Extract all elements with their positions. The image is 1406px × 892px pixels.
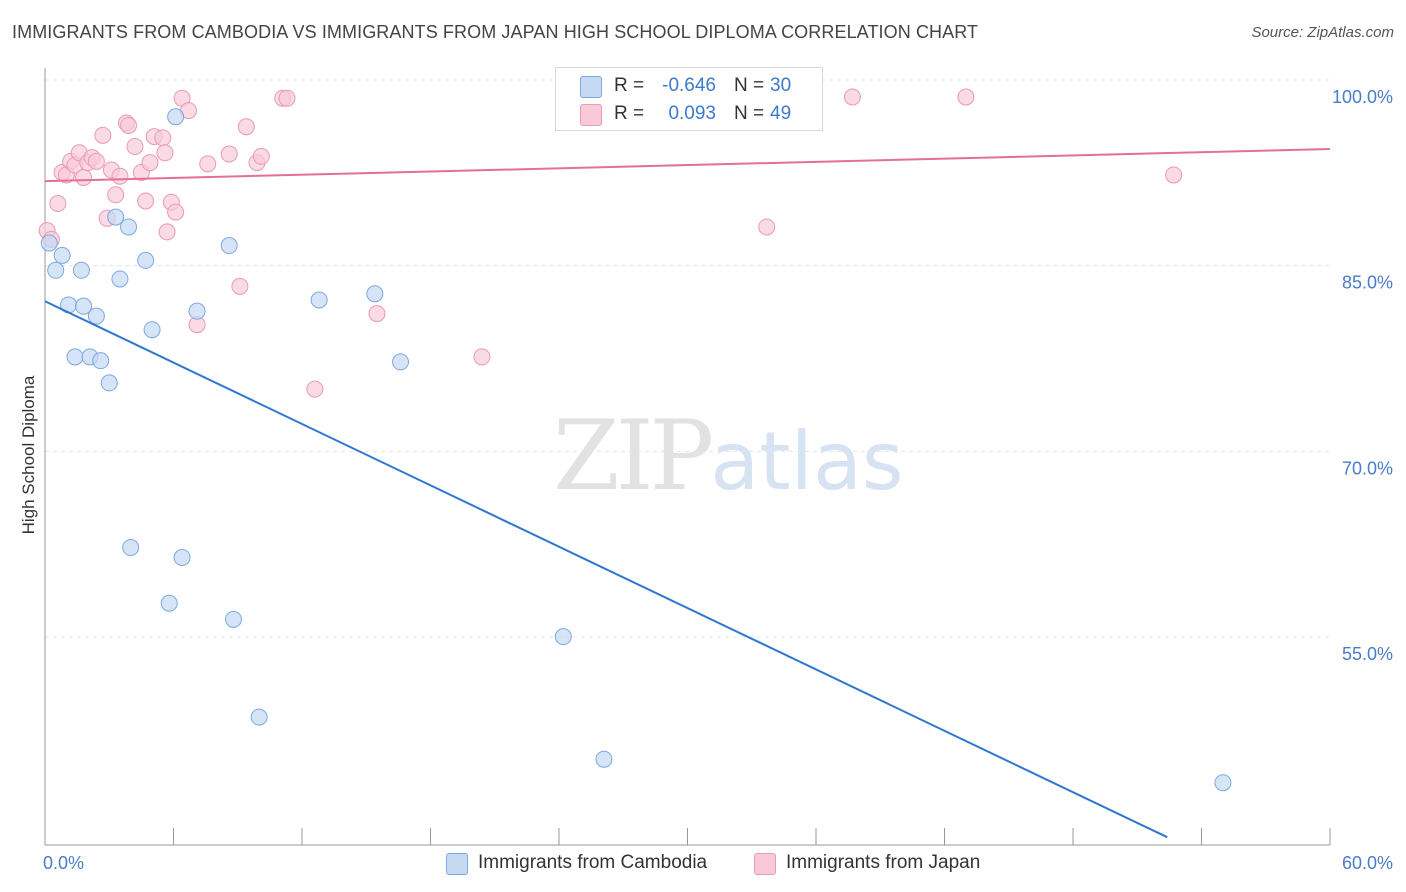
japan-point [137, 192, 155, 210]
japan-point [473, 348, 491, 366]
japan-point [758, 218, 776, 236]
legend-row-japan: R = 0.093 N = 49 [556, 100, 822, 128]
japan-point [843, 88, 861, 106]
japan-legend-swatch [754, 853, 776, 875]
cambodia-point [173, 548, 191, 566]
cambodia-point [554, 628, 572, 646]
series-japan [38, 88, 1183, 398]
japan-point [94, 126, 112, 144]
japan-point [120, 116, 138, 134]
japan-point [126, 138, 144, 156]
japan-point [107, 186, 125, 204]
japan-point [141, 154, 159, 172]
trend-lines [44, 147, 1331, 839]
data-points [38, 88, 1232, 792]
cambodia-point [92, 352, 110, 370]
source-label: Source: ZipAtlas.com [1251, 24, 1394, 41]
cambodia-trend-line [44, 300, 1168, 839]
japan-point [156, 144, 174, 162]
watermark-zip: ZIP [553, 400, 714, 512]
watermark-atlas: atlas [710, 415, 904, 508]
japan-point [1165, 166, 1183, 184]
cambodia-point [100, 374, 118, 392]
r-label: R = [614, 103, 645, 124]
cambodia-point [220, 237, 238, 255]
japan-point [111, 167, 129, 185]
y-axis-title: High School Diploma [19, 375, 38, 534]
japan-point [306, 380, 324, 398]
y-tick-label: 100.0% [1332, 87, 1393, 107]
r-value: 0.093 [668, 103, 716, 124]
cambodia-point [137, 251, 155, 269]
axes [44, 68, 1331, 846]
n-label: N = [734, 103, 765, 124]
cambodia-point [53, 246, 71, 264]
n-label: N = [734, 75, 765, 96]
cambodia-legend-label: Immigrants from Cambodia [478, 852, 708, 873]
cambodia-point [167, 108, 185, 126]
cambodia-point [122, 539, 140, 557]
japan-point [368, 305, 386, 323]
japan-point [199, 155, 217, 173]
cambodia-point [366, 285, 384, 303]
japan-legend-label: Immigrants from Japan [786, 852, 981, 873]
x-tick-label: 0.0% [43, 853, 84, 873]
y-tick-label: 55.0% [1342, 644, 1393, 664]
cambodia-point [188, 302, 206, 320]
japan-swatch [580, 104, 602, 126]
cambodia-point [87, 307, 105, 325]
cambodia-point [224, 610, 242, 628]
japan-point [220, 145, 238, 163]
n-value: 49 [770, 103, 792, 124]
japan-point [87, 152, 105, 170]
japan-point [231, 277, 249, 295]
cambodia-legend-swatch [446, 853, 468, 875]
cambodia-point [47, 261, 65, 279]
cambodia-point [72, 261, 90, 279]
cambodia-point [107, 208, 125, 226]
cambodia-point [75, 297, 93, 315]
japan-trend-line [44, 147, 1331, 183]
japan-point [49, 194, 67, 212]
watermark: ZIPatlas [553, 400, 904, 512]
legend-row-cambodia: R = -0.646 N = 30 [556, 72, 822, 100]
y-tick-label: 70.0% [1342, 458, 1393, 478]
x-tick-label: 60.0% [1342, 853, 1393, 873]
cambodia-point [143, 321, 161, 339]
japan-point [167, 203, 185, 221]
japan-point [237, 118, 255, 136]
cambodia-point [120, 218, 138, 236]
cambodia-point [250, 708, 268, 726]
cambodia-point [66, 348, 84, 366]
cambodia-point [40, 234, 58, 252]
tick-labels: 55.0% 70.0% 85.0% 100.0% 0.0% 60.0% High Schoo… [19, 87, 1393, 873]
cambodia-point [595, 750, 613, 768]
r-label: R = [614, 75, 645, 96]
y-tick-label: 85.0% [1342, 273, 1393, 293]
japan-point [957, 88, 975, 106]
series-legend: Immigrants from Cambodia Immigrants from… [0, 852, 1406, 876]
japan-point [154, 129, 172, 147]
japan-point [158, 223, 176, 241]
r-value: -0.646 [662, 75, 716, 96]
japan-point [252, 147, 270, 165]
cambodia-point [160, 594, 178, 612]
cambodia-point [310, 291, 328, 309]
cambodia-point [1214, 774, 1232, 792]
chart-title: IMMIGRANTS FROM CAMBODIA VS IMMIGRANTS F… [12, 22, 979, 42]
cambodia-point [392, 353, 410, 371]
cambodia-point [111, 270, 129, 288]
n-value: 30 [770, 75, 792, 96]
cambodia-swatch [580, 76, 602, 98]
grid-lines [45, 79, 1330, 638]
series-cambodia [40, 108, 1232, 792]
stats-legend: R = -0.646 N = 30 R = 0.093 N = 49 [555, 67, 823, 131]
japan-point [278, 89, 296, 107]
japan-point [75, 168, 93, 186]
